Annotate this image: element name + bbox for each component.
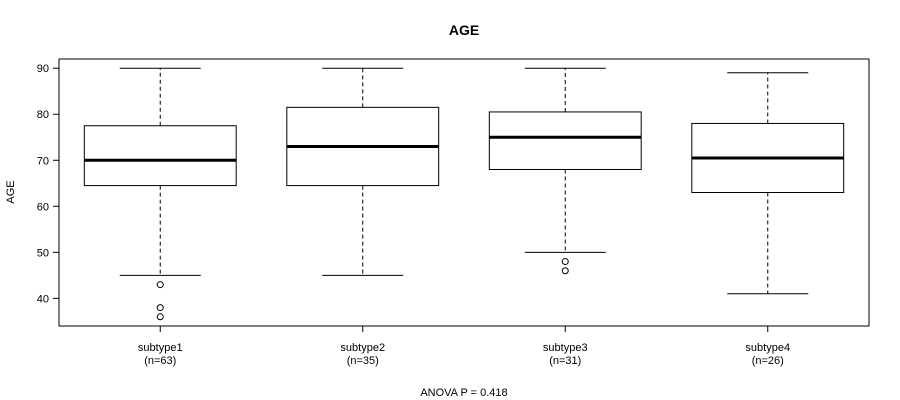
x-tick-label: subtype2 [340,342,385,354]
y-tick-label: 70 [37,155,49,167]
x-tick-label: subtype1 [138,342,183,354]
plot-frame [58,58,870,327]
x-tick-label: subtype3 [543,342,588,354]
box-subtype2 [286,67,440,276]
y-axis-label: AGE [5,180,17,203]
anova-p-value: ANOVA P = 0.418 [420,387,507,399]
x-axis: subtype1(n=63) subtype2(n=35) subtype3(n=3… [138,326,790,367]
x-tick-count: (n=31) [549,355,581,367]
x-tick-count: (n=26) [752,355,784,367]
y-tick-label: 80 [37,109,49,121]
chart-title: AGE [449,22,479,38]
outlier-point [156,304,164,312]
x-tick-count: (n=35) [347,355,379,367]
box-subtype4 [691,72,845,295]
y-axis: 40 50 60 70 80 90 [37,63,59,305]
y-tick-label: 50 [37,247,49,259]
outlier-point [561,267,569,275]
boxes-group [83,67,845,321]
y-tick-label: 90 [37,63,49,75]
x-tick-count: (n=63) [144,355,176,367]
x-tick-label: subtype4 [745,342,790,354]
box-subtype1 [83,67,237,321]
y-tick-label: 60 [37,201,49,213]
y-tick-label: 40 [37,293,49,305]
outlier-point [156,313,164,321]
iqr-box [488,111,642,170]
box-subtype3 [488,67,642,275]
outlier-point [561,258,569,266]
iqr-box [83,125,237,187]
outlier-point [156,281,164,289]
